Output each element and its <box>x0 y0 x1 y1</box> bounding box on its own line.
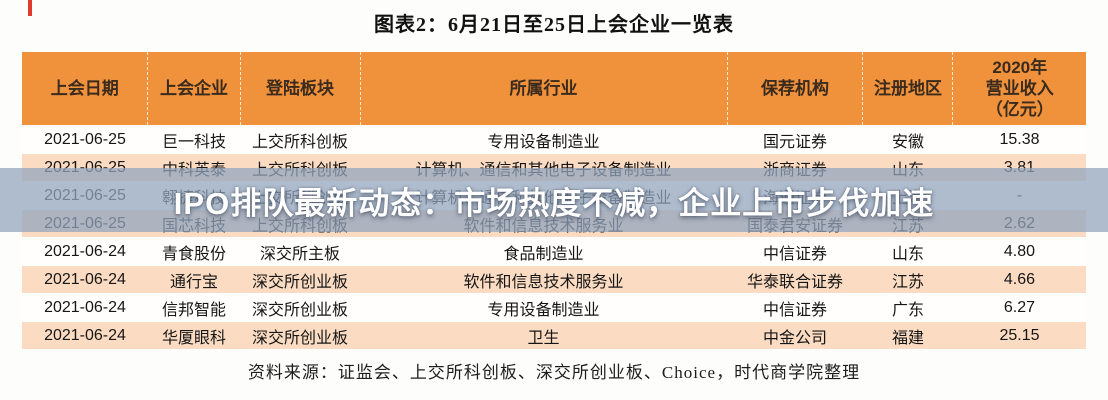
column-header: 上会企业 <box>147 52 240 126</box>
table-cell: 华泰联合证券 <box>727 265 863 294</box>
table-cell: 深交所创业板 <box>240 265 361 294</box>
table-cell: 25.15 <box>952 321 1086 349</box>
table-cell: 深交所主板 <box>240 237 361 266</box>
table-cell: 2021-06-24 <box>22 265 148 294</box>
table-cell: 专用设备制造业 <box>360 125 727 154</box>
table-cell: 上交所科创板 <box>240 125 361 154</box>
table-cell: 15.38 <box>952 125 1086 154</box>
table-cell: 4.66 <box>952 265 1086 294</box>
red-corner-mark <box>28 0 32 16</box>
column-header: 上会日期 <box>22 52 148 126</box>
table-cell: 2021-06-24 <box>22 237 148 266</box>
table-cell: 2021-06-24 <box>22 321 148 349</box>
table-cell: 信邦智能 <box>147 293 240 322</box>
table-cell: 中信证券 <box>727 237 863 266</box>
table-cell: 软件和信息技术服务业 <box>360 265 727 294</box>
table-cell: 山东 <box>862 237 953 266</box>
column-header: 注册地区 <box>862 52 953 126</box>
table-cell: 广东 <box>862 293 953 322</box>
table-row: 2021-06-24 通行宝 深交所创业板 软件和信息技术服务业 华泰联合证券 江苏 4.6… <box>22 265 1086 294</box>
column-header: 2020年 营业收入 （亿元） <box>952 52 1086 126</box>
table-cell: 2021-06-24 <box>22 293 148 322</box>
table-body: 2021-06-25 巨一科技 上交所科创板 专用设备制造业 国元证券 安徽 15.38 20… <box>22 125 1086 349</box>
column-header: 所属行业 <box>359 52 727 126</box>
table-cell: 中金公司 <box>727 321 863 349</box>
table-cell: 食品制造业 <box>360 237 727 266</box>
table-cell: 通行宝 <box>147 265 240 294</box>
table-cell: 深交所创业板 <box>240 293 361 322</box>
table-cell: 江苏 <box>862 265 953 294</box>
table-cell: 福建 <box>862 321 953 349</box>
table-cell: 深交所创业板 <box>240 321 361 349</box>
banner-headline: IPO排队最新动态：市场热度不减，企业上市步伐加速 <box>173 185 935 221</box>
table-cell: 华厦眼科 <box>147 321 240 349</box>
table-cell: 青食股份 <box>147 237 240 266</box>
table-header-row: 上会日期 上会企业 登陆板块 所属行业 保荐机构 注册地区 2020年 营业收入 （亿元） <box>22 52 1086 126</box>
column-header: 保荐机构 <box>726 52 863 126</box>
table-cell: 4.80 <box>952 237 1086 266</box>
table-cell: 安徽 <box>862 125 953 154</box>
table-row: 2021-06-25 巨一科技 上交所科创板 专用设备制造业 国元证券 安徽 15.38 <box>22 125 1086 154</box>
table-cell: 中信证券 <box>727 293 863 322</box>
watermark-banner: IPO排队最新动态：市场热度不减，企业上市步伐加速 <box>0 168 1108 232</box>
table-cell: 国元证券 <box>727 125 863 154</box>
table-row: 2021-06-24 华厦眼科 深交所创业板 卫生 中金公司 福建 25.15 <box>22 321 1086 349</box>
table-cell: 2021-06-25 <box>22 125 148 154</box>
chart-title: 图表2：6月21日至25日上会企业一览表 <box>374 14 734 36</box>
table-row: 2021-06-24 青食股份 深交所主板 食品制造业 中信证券 山东 4.80 <box>22 237 1086 266</box>
column-header: 登陆板块 <box>239 52 361 126</box>
data-source-note: 资料来源：证监会、上交所科创板、深交所创业板、Choice，时代商学院整理 <box>247 363 861 382</box>
table-cell: 巨一科技 <box>147 125 240 154</box>
table-row: 2021-06-24 信邦智能 深交所创业板 专用设备制造业 中信证券 广东 6.27 <box>22 293 1086 322</box>
table-cell: 6.27 <box>952 293 1086 322</box>
table-cell: 卫生 <box>360 321 727 349</box>
table-cell: 专用设备制造业 <box>360 293 727 322</box>
